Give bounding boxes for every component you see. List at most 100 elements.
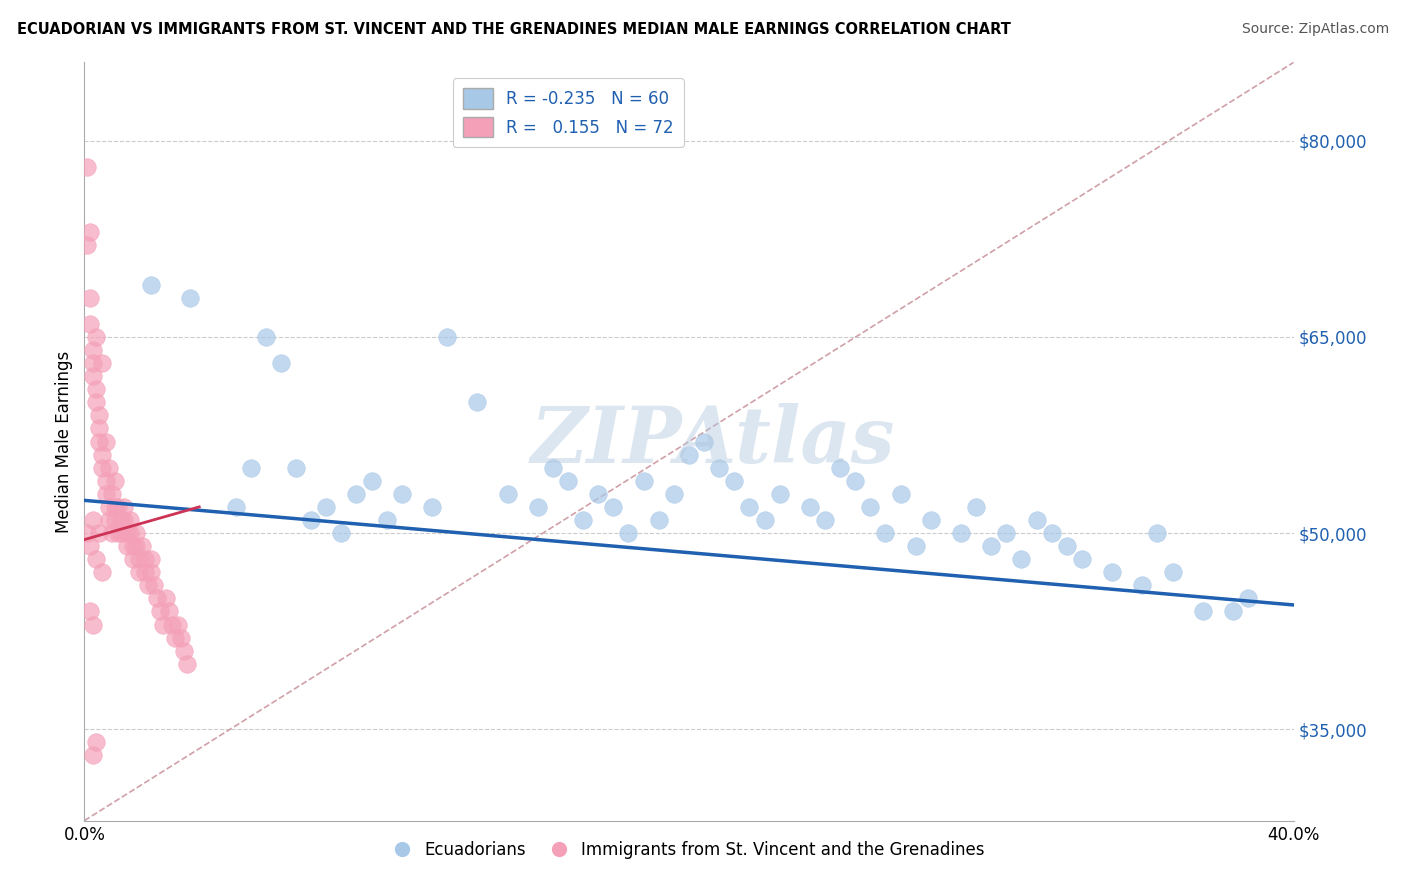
Point <box>165 631 187 645</box>
Point <box>1071 552 1094 566</box>
Point <box>82 356 104 370</box>
Point <box>94 474 117 488</box>
Point <box>965 500 987 514</box>
Point <box>76 526 98 541</box>
Point <box>723 474 745 488</box>
Point <box>89 434 111 449</box>
Point <box>121 539 143 553</box>
Point <box>167 617 190 632</box>
Point <box>76 238 98 252</box>
Point <box>330 526 353 541</box>
Point <box>1161 566 1184 580</box>
Point <box>86 735 108 749</box>
Point <box>375 513 398 527</box>
Point <box>139 552 162 566</box>
Point <box>693 434 716 449</box>
Point <box>420 500 443 514</box>
Point <box>152 617 174 632</box>
Point <box>100 526 122 541</box>
Point <box>79 291 101 305</box>
Point <box>995 526 1018 541</box>
Point <box>1025 513 1047 527</box>
Point <box>285 460 308 475</box>
Point <box>79 539 101 553</box>
Point <box>179 291 201 305</box>
Point <box>91 460 114 475</box>
Text: ECUADORIAN VS IMMIGRANTS FROM ST. VINCENT AND THE GRENADINES MEDIAN MALE EARNING: ECUADORIAN VS IMMIGRANTS FROM ST. VINCEN… <box>17 22 1011 37</box>
Point <box>617 526 640 541</box>
Point <box>149 605 172 619</box>
Point <box>346 487 368 501</box>
Point <box>82 748 104 763</box>
Point <box>678 448 700 462</box>
Point <box>86 552 108 566</box>
Point <box>146 591 169 606</box>
Point <box>157 605 180 619</box>
Point <box>160 617 183 632</box>
Point <box>1222 605 1244 619</box>
Point <box>125 526 148 541</box>
Point <box>391 487 413 501</box>
Point <box>1011 552 1033 566</box>
Point <box>602 500 624 514</box>
Point <box>100 487 122 501</box>
Point <box>94 434 117 449</box>
Point <box>270 356 292 370</box>
Point <box>754 513 776 527</box>
Point <box>136 578 159 592</box>
Point <box>91 566 114 580</box>
Point <box>97 513 120 527</box>
Point <box>97 460 120 475</box>
Text: Source: ZipAtlas.com: Source: ZipAtlas.com <box>1241 22 1389 37</box>
Point <box>94 487 117 501</box>
Legend: Ecuadorians, Immigrants from St. Vincent and the Grenadines: Ecuadorians, Immigrants from St. Vincent… <box>387 834 991 865</box>
Point <box>859 500 882 514</box>
Point <box>128 552 150 566</box>
Point <box>91 356 114 370</box>
Point <box>155 591 177 606</box>
Point <box>86 395 108 409</box>
Point <box>799 500 821 514</box>
Point <box>104 500 127 514</box>
Point <box>980 539 1002 553</box>
Point <box>239 460 262 475</box>
Point <box>769 487 792 501</box>
Point <box>97 500 120 514</box>
Point <box>738 500 761 514</box>
Point <box>1056 539 1078 553</box>
Point <box>112 500 135 514</box>
Point <box>91 448 114 462</box>
Point <box>104 474 127 488</box>
Point <box>79 605 101 619</box>
Point <box>1101 566 1123 580</box>
Point <box>104 513 127 527</box>
Point <box>142 578 165 592</box>
Point <box>467 395 489 409</box>
Point <box>1146 526 1168 541</box>
Point <box>875 526 897 541</box>
Point <box>134 566 156 580</box>
Point <box>110 513 132 527</box>
Point <box>588 487 610 501</box>
Point <box>1237 591 1260 606</box>
Point <box>121 552 143 566</box>
Point <box>139 566 162 580</box>
Point <box>86 330 108 344</box>
Point <box>648 513 671 527</box>
Point <box>176 657 198 671</box>
Point <box>225 500 247 514</box>
Point <box>173 643 195 657</box>
Point <box>79 226 101 240</box>
Point <box>1130 578 1153 592</box>
Y-axis label: Median Male Earnings: Median Male Earnings <box>55 351 73 533</box>
Point <box>115 526 138 541</box>
Point <box>890 487 912 501</box>
Point <box>89 526 111 541</box>
Point <box>118 526 141 541</box>
Point <box>360 474 382 488</box>
Point <box>436 330 458 344</box>
Point <box>107 500 129 514</box>
Point <box>950 526 973 541</box>
Point <box>541 460 564 475</box>
Point <box>82 617 104 632</box>
